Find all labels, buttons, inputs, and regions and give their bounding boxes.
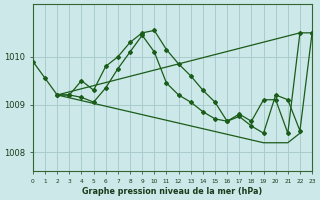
X-axis label: Graphe pression niveau de la mer (hPa): Graphe pression niveau de la mer (hPa) (82, 187, 263, 196)
